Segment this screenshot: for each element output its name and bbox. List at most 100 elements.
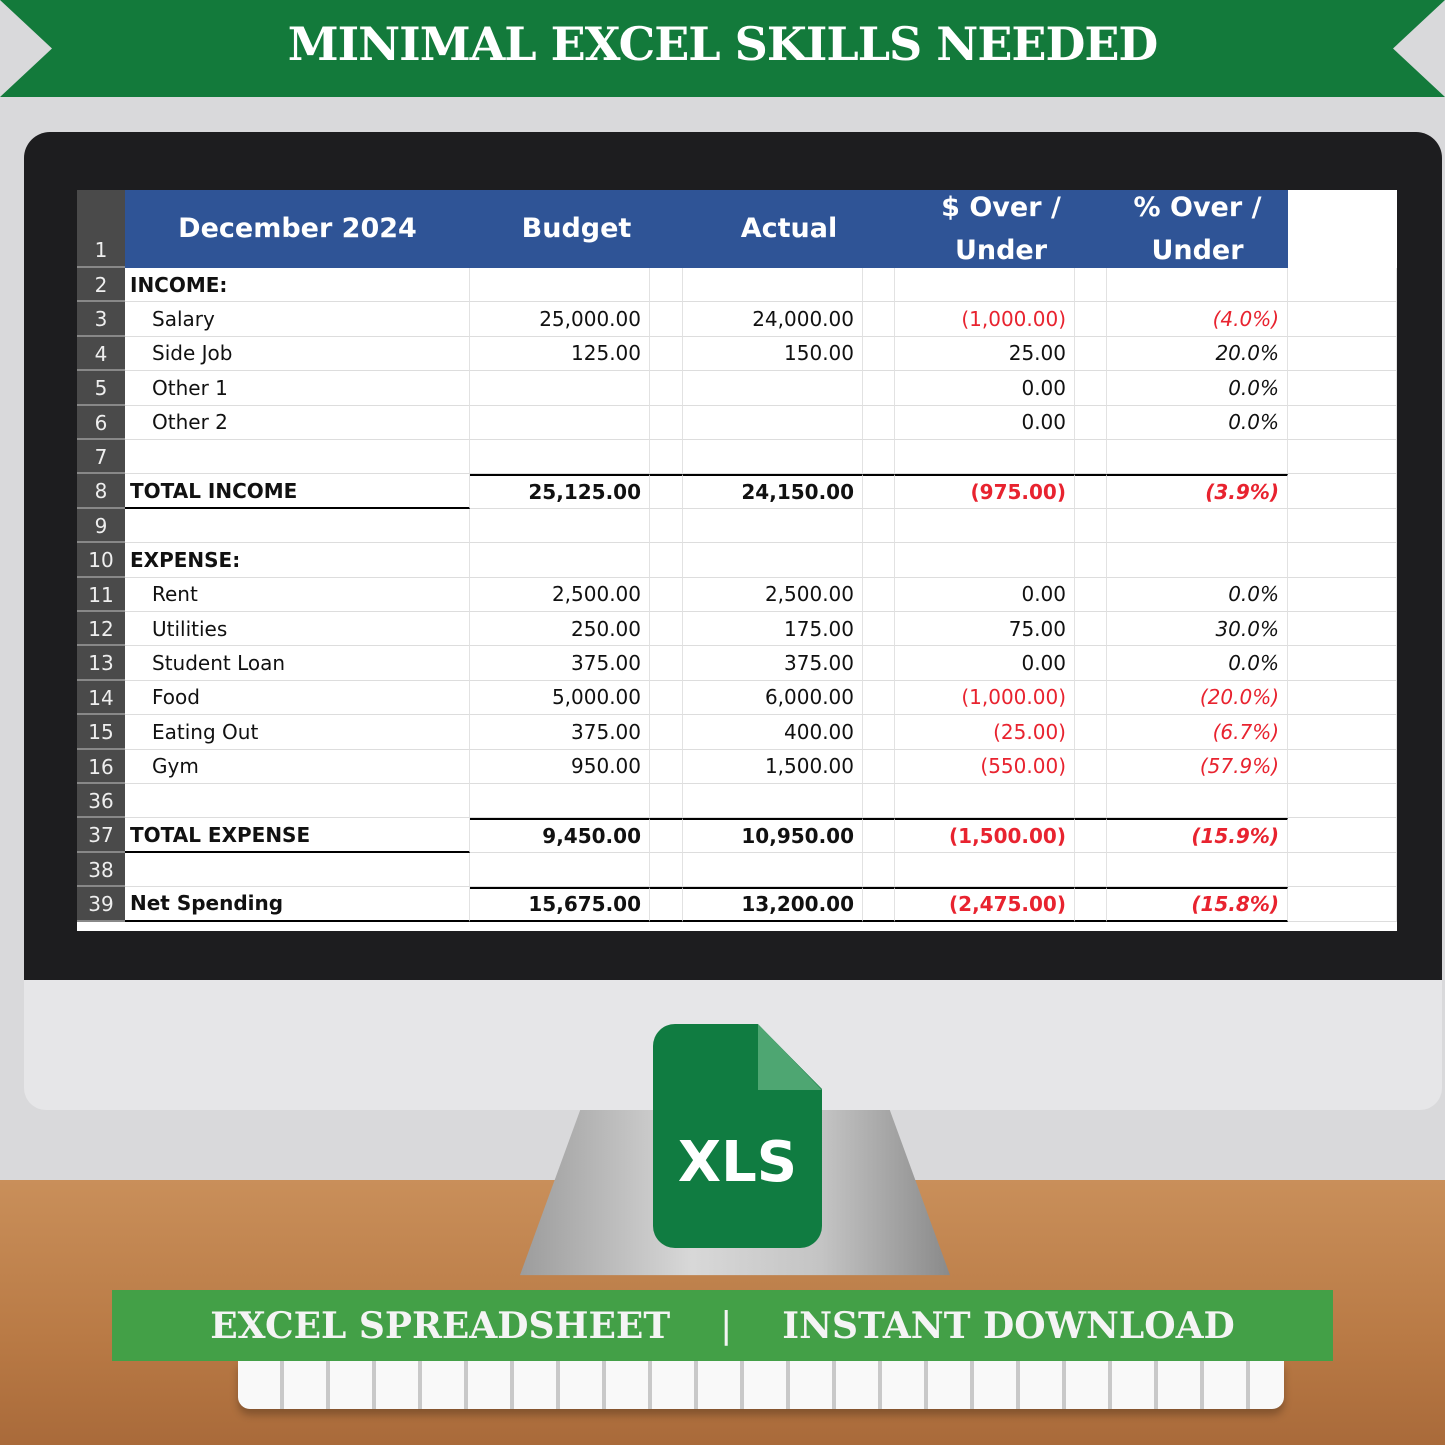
empty-cell[interactable] [1075,405,1107,440]
dollar-diff-cell[interactable] [895,784,1075,819]
empty-cell[interactable] [1075,784,1107,819]
empty-cell[interactable] [863,268,895,303]
row-label[interactable]: Other 2 [125,405,470,440]
empty-cell[interactable] [863,474,895,509]
percent-diff-cell[interactable] [1107,440,1288,475]
empty-cell[interactable] [863,577,895,612]
empty-cell[interactable] [1288,749,1397,784]
dollar-diff-cell[interactable]: 0.00 [895,577,1075,612]
budget-cell[interactable] [470,440,650,475]
actual-cell[interactable] [683,784,863,819]
row-number[interactable]: 4 [77,336,125,372]
row-label[interactable]: TOTAL EXPENSE [125,818,470,853]
empty-cell[interactable] [863,440,895,475]
row-label[interactable]: EXPENSE: [125,543,470,578]
row-number[interactable]: 2 [77,268,125,303]
percent-diff-cell[interactable]: 0.0% [1107,371,1288,406]
empty-cell[interactable] [1288,543,1397,578]
actual-cell[interactable] [683,852,863,888]
percent-diff-cell[interactable]: 0.0% [1107,646,1288,681]
empty-cell[interactable] [1288,302,1397,337]
budget-cell[interactable] [470,852,650,888]
dollar-diff-cell[interactable]: (25.00) [895,715,1075,750]
dollar-diff-cell[interactable]: (1,000.00) [895,680,1075,716]
budget-cell[interactable]: 25,125.00 [470,474,650,509]
empty-cell[interactable] [1288,336,1397,372]
row-number[interactable]: 10 [77,543,125,578]
empty-cell[interactable] [1075,577,1107,612]
empty-cell[interactable] [1288,852,1397,888]
empty-cell[interactable] [863,371,895,406]
dollar-diff-cell[interactable] [895,508,1075,544]
actual-cell[interactable] [683,543,863,578]
empty-cell[interactable] [1075,508,1107,544]
empty-cell[interactable] [1075,612,1107,647]
percent-diff-cell[interactable] [1107,508,1288,544]
empty-cell[interactable] [650,336,683,372]
dollar-diff-cell[interactable]: 0.00 [895,646,1075,681]
row-label[interactable]: Student Loan [125,646,470,681]
budget-cell[interactable] [470,508,650,544]
empty-cell[interactable] [1075,715,1107,750]
row-number[interactable]: 8 [77,474,125,509]
actual-cell[interactable]: 6,000.00 [683,680,863,716]
empty-cell[interactable] [1288,405,1397,440]
budget-cell[interactable]: 250.00 [470,612,650,647]
header-budget[interactable]: Budget [470,190,683,268]
percent-diff-cell[interactable]: (20.0%) [1107,680,1288,716]
empty-cell[interactable] [650,784,683,819]
dollar-diff-cell[interactable] [895,268,1075,303]
actual-cell[interactable] [683,440,863,475]
actual-cell[interactable] [683,371,863,406]
actual-cell[interactable]: 24,000.00 [683,302,863,337]
dollar-diff-cell[interactable] [895,852,1075,888]
empty-cell[interactable] [1075,268,1107,303]
percent-diff-cell[interactable]: 20.0% [1107,336,1288,372]
empty-cell[interactable] [1288,715,1397,750]
empty-cell[interactable] [863,508,895,544]
dollar-diff-cell[interactable]: 0.00 [895,371,1075,406]
row-number[interactable]: 6 [77,405,125,440]
row-label[interactable] [125,440,470,475]
row-label[interactable]: Utilities [125,612,470,647]
empty-cell[interactable] [1075,680,1107,716]
budget-cell[interactable]: 15,675.00 [470,887,650,922]
empty-cell[interactable] [650,474,683,509]
percent-diff-cell[interactable]: 30.0% [1107,612,1288,647]
percent-diff-cell[interactable]: (3.9%) [1107,474,1288,509]
row-number[interactable]: 14 [77,680,125,716]
empty-cell[interactable] [1075,336,1107,372]
empty-cell[interactable] [1075,440,1107,475]
empty-cell[interactable] [1288,680,1397,716]
row-number[interactable]: 36 [77,784,125,819]
row-label[interactable]: TOTAL INCOME [125,474,470,509]
row-label[interactable] [125,784,470,819]
actual-cell[interactable]: 2,500.00 [683,577,863,612]
empty-cell[interactable] [863,715,895,750]
budget-cell[interactable]: 125.00 [470,336,650,372]
row-label[interactable]: Other 1 [125,371,470,406]
empty-cell[interactable] [650,405,683,440]
row-number[interactable]: 13 [77,646,125,681]
percent-diff-cell[interactable]: (15.9%) [1107,818,1288,853]
row-number[interactable]: 9 [77,508,125,544]
row-label[interactable]: Rent [125,577,470,612]
actual-cell[interactable]: 175.00 [683,612,863,647]
row-number[interactable]: 11 [77,577,125,612]
row-number[interactable]: 7 [77,440,125,475]
budget-cell[interactable] [470,405,650,440]
row-label[interactable]: INCOME: [125,268,470,303]
empty-cell[interactable] [863,852,895,888]
dollar-diff-cell[interactable] [895,440,1075,475]
empty-cell[interactable] [1075,852,1107,888]
budget-cell[interactable]: 950.00 [470,749,650,784]
empty-cell[interactable] [1075,749,1107,784]
header-actual[interactable]: Actual [683,190,895,268]
empty-cell[interactable] [863,302,895,337]
row-label[interactable]: Food [125,680,470,716]
empty-cell[interactable] [863,646,895,681]
percent-diff-cell[interactable] [1107,852,1288,888]
header-percent-over-under[interactable]: % Over / Under [1107,190,1288,268]
dollar-diff-cell[interactable]: (2,475.00) [895,887,1075,922]
actual-cell[interactable]: 13,200.00 [683,887,863,922]
